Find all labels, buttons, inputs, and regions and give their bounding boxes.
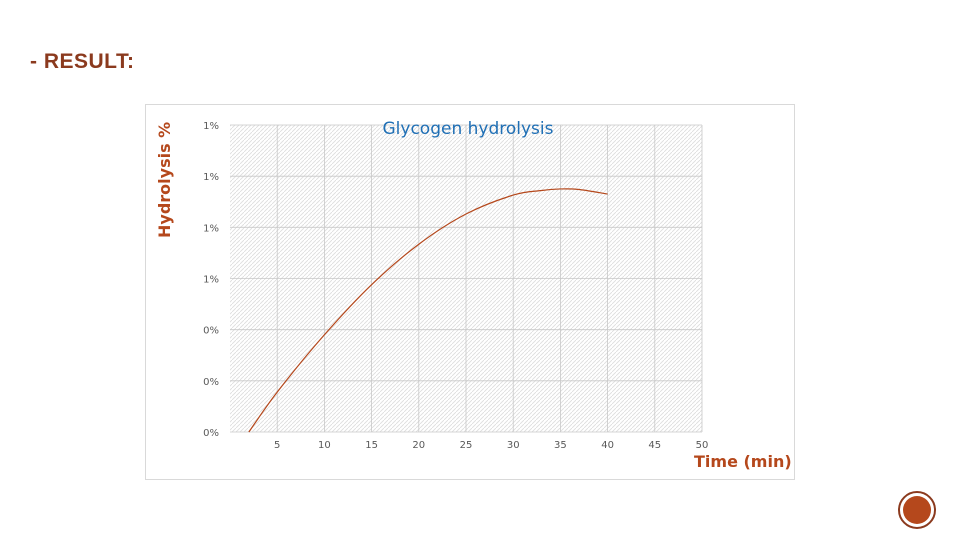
y-tick-label: 1%	[203, 275, 219, 286]
x-tick-label: 25	[460, 440, 473, 451]
x-tick-labels: 5 10 15 20 25 30 35 40 45 50	[274, 440, 708, 451]
chart-title: Glycogen hydrolysis	[383, 119, 554, 139]
x-tick-label: 35	[554, 440, 567, 451]
y-tick-label: 1%	[203, 172, 219, 183]
y-tick-labels: 0% 0% 0% 1% 1% 1% 1%	[203, 121, 219, 439]
x-tick-label: 30	[507, 440, 520, 451]
x-tick-label: 5	[274, 440, 280, 451]
y-tick-label: 0%	[203, 377, 219, 388]
x-tick-label: 45	[648, 440, 661, 451]
y-tick-label: 0%	[203, 428, 219, 439]
series-lines	[248, 188, 608, 433]
x-tick-label: 10	[318, 440, 331, 451]
x-tick-label: 20	[412, 440, 425, 451]
y-tick-label: 1%	[203, 223, 219, 234]
x-tick-label: 50	[696, 440, 709, 451]
x-axis-label: Time (min)	[694, 452, 792, 471]
y-tick-label: 1%	[203, 121, 219, 132]
slide-heading: - RESULT:	[30, 50, 135, 73]
slide-number-badge-icon	[898, 491, 936, 529]
x-tick-label: 40	[601, 440, 614, 451]
y-tick-label: 0%	[203, 326, 219, 337]
gridlines	[230, 124, 703, 433]
series-line	[248, 188, 608, 433]
x-tick-label: 15	[365, 440, 378, 451]
